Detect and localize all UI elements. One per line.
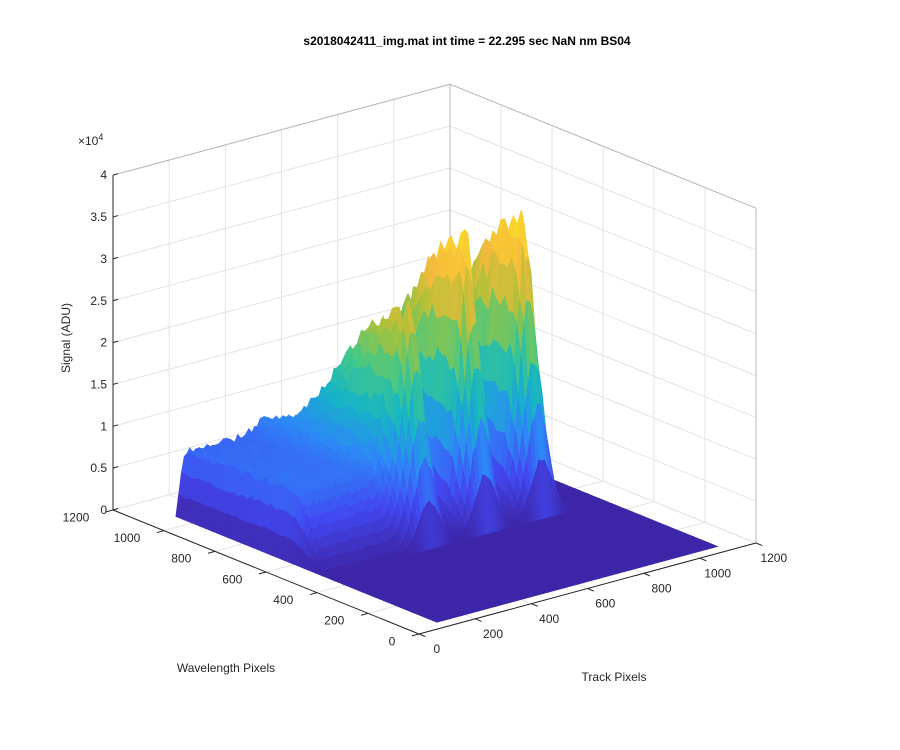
side-wall-grid-z (449, 167, 757, 293)
back-wall-grid-z (112, 167, 451, 260)
back-wall-grid-z (112, 251, 451, 344)
box-edge (112, 83, 451, 176)
side-wall-grid-z (449, 125, 757, 251)
surface-mesh (175, 209, 719, 623)
back-wall-grid-z (112, 125, 451, 218)
box-edge (449, 83, 757, 209)
back-wall-grid-z (112, 209, 451, 302)
